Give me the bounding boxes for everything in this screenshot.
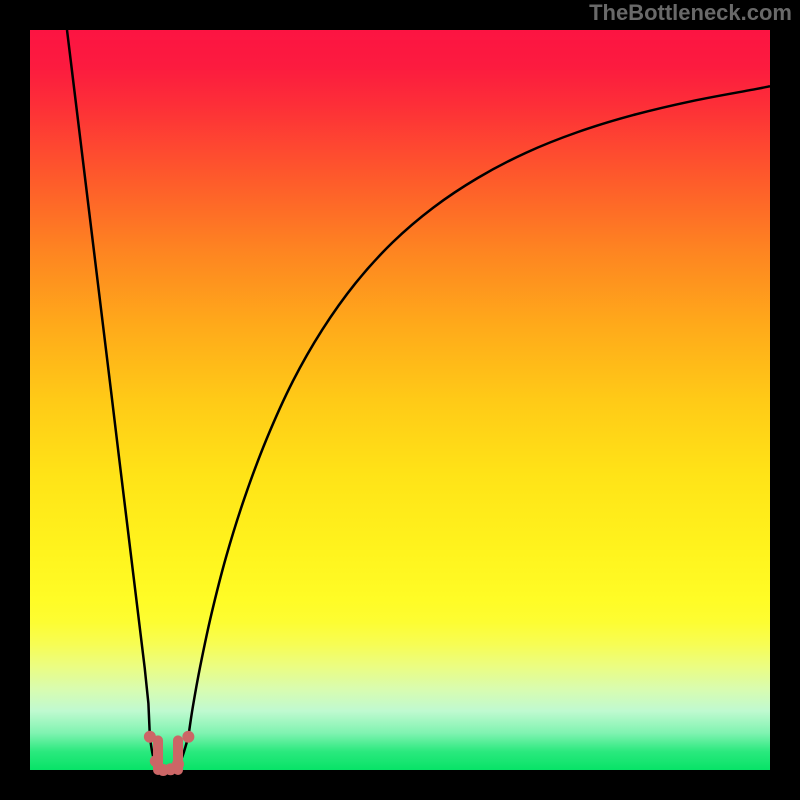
attribution-text: TheBottleneck.com — [589, 0, 792, 26]
curve-left-branch — [67, 30, 150, 737]
chart-wrap: TheBottleneck.com — [0, 0, 800, 800]
chart-svg — [0, 0, 800, 800]
curve-right-branch — [188, 86, 770, 736]
dip-marker-5 — [182, 731, 194, 743]
dip-marker-0 — [144, 731, 156, 743]
dip-marker-4 — [172, 758, 184, 770]
